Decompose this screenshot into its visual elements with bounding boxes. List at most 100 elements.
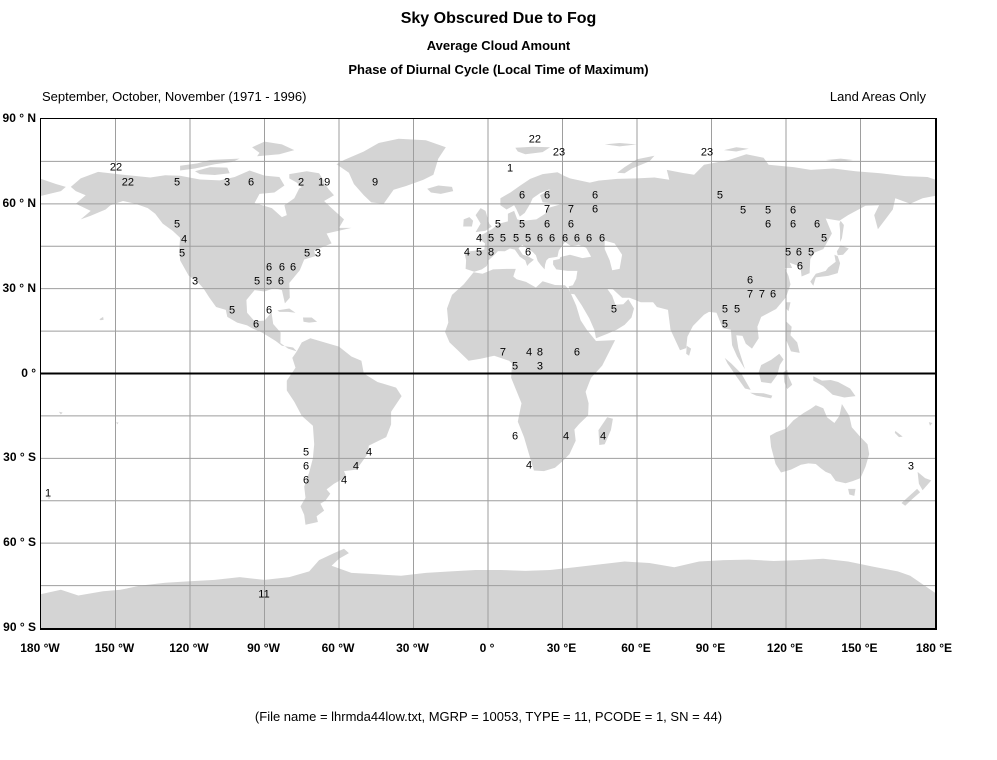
data-point-label: 5 [495, 218, 501, 230]
landmass-franz-josef [604, 143, 637, 147]
data-point-label: 6 [568, 218, 574, 230]
data-point-label: 5 [500, 233, 506, 245]
landmass-new-zealand-north [917, 471, 932, 491]
y-tick-label: 30 ° S [3, 450, 36, 465]
data-point-label: 2 [298, 177, 304, 189]
data-point-label: 6 [574, 233, 580, 245]
data-point-label: 5 [765, 205, 771, 217]
data-point-label: 6 [248, 177, 254, 189]
data-point-label: 5 [304, 248, 310, 260]
data-point-label: 4 [181, 233, 187, 245]
landmass-borneo [758, 353, 784, 384]
data-point-label: 6 [266, 261, 272, 273]
x-tick-label: 120 °W [169, 641, 209, 655]
data-point-label: 6 [290, 261, 296, 273]
data-point-label: 6 [574, 347, 580, 359]
chart-title: Sky Obscured Due to Fog [400, 10, 597, 27]
data-point-label: 6 [519, 190, 525, 202]
data-point-label: 5 [512, 360, 518, 372]
data-point-label: 7 [500, 347, 506, 359]
landmass-severnaya-zemlya [723, 147, 749, 152]
data-point-label: 5 [174, 177, 180, 189]
landmass-australia [769, 404, 870, 484]
x-tick-label: 150 °W [94, 641, 135, 655]
data-point-label: 5 [476, 246, 482, 258]
landmass-victoria-island [195, 167, 230, 175]
data-point-label: 1 [45, 488, 51, 500]
data-point-label: 6 [797, 261, 803, 273]
data-point-label: 6 [592, 203, 598, 215]
x-tick-label: 90 °E [695, 641, 726, 655]
data-point-label: 6 [796, 246, 802, 258]
y-tick-label: 60 ° S [3, 535, 36, 550]
data-point-label: 6 [279, 261, 285, 273]
data-point-label: 5 [174, 218, 180, 230]
data-point-label: 11 [258, 589, 269, 601]
data-point-label: 6 [549, 233, 555, 245]
landmass-south-america [286, 338, 402, 525]
landmass-ireland [463, 217, 474, 227]
chart-subtitle-1: Average Cloud Amount [426, 38, 571, 53]
landmass-baffin [289, 171, 325, 190]
data-point-label: 5 [254, 276, 260, 288]
data-point-label: 6 [814, 218, 820, 230]
landmass-britain [475, 208, 492, 233]
landmass-madagascar [598, 417, 613, 445]
landmass-chukotka-west-wrap [41, 178, 66, 196]
data-point-label: 5 [266, 276, 272, 288]
data-point-label: 1 [507, 162, 513, 174]
data-point-label: 5 [488, 233, 494, 245]
y-tick-label: 30 ° N [2, 280, 36, 295]
landmass-java [750, 392, 773, 399]
x-tick-label: 180 °W [20, 641, 60, 655]
data-point-label: 6 [303, 461, 309, 473]
landmass-honshu [810, 254, 841, 286]
landmass-chatham [47, 497, 51, 500]
data-point-label: 5 [229, 304, 235, 316]
data-point-label: 4 [353, 461, 359, 473]
data-point-label: 5 [808, 246, 814, 258]
data-point-label: 4 [563, 431, 569, 443]
data-point-label: 6 [586, 233, 592, 245]
landmass-new-siberian-islands [825, 158, 853, 162]
data-point-label: 6 [525, 246, 531, 258]
water-caspian-sea [604, 240, 623, 271]
data-point-label: 4 [476, 233, 482, 245]
data-point-label: 6 [253, 319, 259, 331]
data-point-label: 3 [908, 461, 914, 473]
data-point-label: 4 [366, 447, 372, 459]
landmass-philippines [785, 321, 800, 353]
data-point-label: 5 [740, 205, 746, 217]
x-tick-label: 150 °E [841, 641, 878, 655]
y-tick-label: 90 ° S [3, 620, 36, 634]
landmass-eurasia [464, 154, 935, 370]
data-point-label: 6 [512, 431, 518, 443]
data-point-label: 6 [537, 233, 543, 245]
data-point-label: 5 [303, 447, 309, 459]
data-point-label: 3 [192, 276, 198, 288]
data-point-label: 5 [525, 233, 531, 245]
data-point-label: 5 [722, 319, 728, 331]
coverage-label: Land Areas Only [829, 89, 926, 104]
x-tick-label: 120 °E [766, 641, 804, 655]
x-tick-label: 90 °W [247, 641, 280, 655]
data-point-label: 22 [529, 134, 541, 146]
data-point-label: 3 [224, 177, 230, 189]
data-point-label: 4 [464, 246, 470, 258]
data-point-label: 6 [544, 190, 550, 202]
data-point-label: 6 [544, 218, 550, 230]
landmass-new-caledonia [894, 430, 903, 438]
data-point-label: 5 [722, 304, 728, 316]
data-point-label: 5 [717, 190, 723, 202]
chart-subtitle-2: Phase of Diurnal Cycle (Local Time of Ma… [348, 62, 649, 77]
x-tick-label: 60 °W [321, 641, 355, 655]
landmass-taiwan [786, 302, 791, 312]
landmass-tasmania [848, 488, 856, 496]
data-point-label: 23 [701, 147, 713, 159]
file-info-footer: (File name = lhrmda44low.txt, MGRP = 100… [254, 709, 723, 724]
x-tick-label: 0 ° [479, 641, 495, 655]
data-point-label: 5 [734, 304, 740, 316]
landmass-iceland [427, 185, 454, 194]
data-point-label: 5 [785, 246, 791, 258]
